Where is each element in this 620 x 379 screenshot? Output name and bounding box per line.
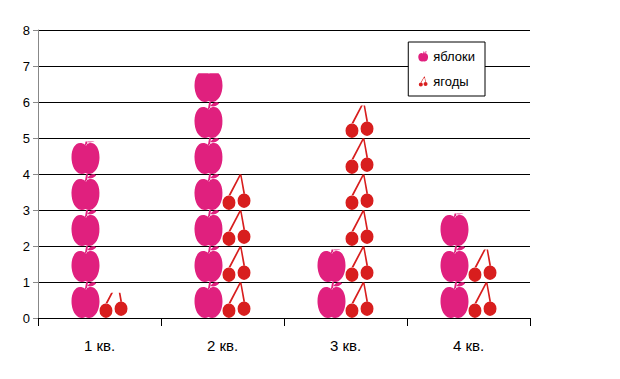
svg-text:2: 2 [23, 239, 30, 254]
svg-text:1 кв.: 1 кв. [84, 337, 115, 354]
svg-text:7: 7 [23, 59, 30, 74]
svg-text:0: 0 [23, 311, 30, 326]
svg-text:4 кв.: 4 кв. [453, 337, 484, 354]
svg-text:6: 6 [23, 95, 30, 110]
svg-text:ягоды: ягоды [433, 74, 468, 89]
svg-text:5: 5 [23, 131, 30, 146]
svg-text:1: 1 [23, 275, 30, 290]
svg-text:4: 4 [23, 167, 30, 182]
svg-text:2 кв.: 2 кв. [207, 337, 238, 354]
svg-text:3: 3 [23, 203, 30, 218]
svg-text:8: 8 [23, 23, 30, 38]
svg-text:3 кв.: 3 кв. [330, 337, 361, 354]
svg-text:яблоки: яблоки [433, 49, 475, 64]
